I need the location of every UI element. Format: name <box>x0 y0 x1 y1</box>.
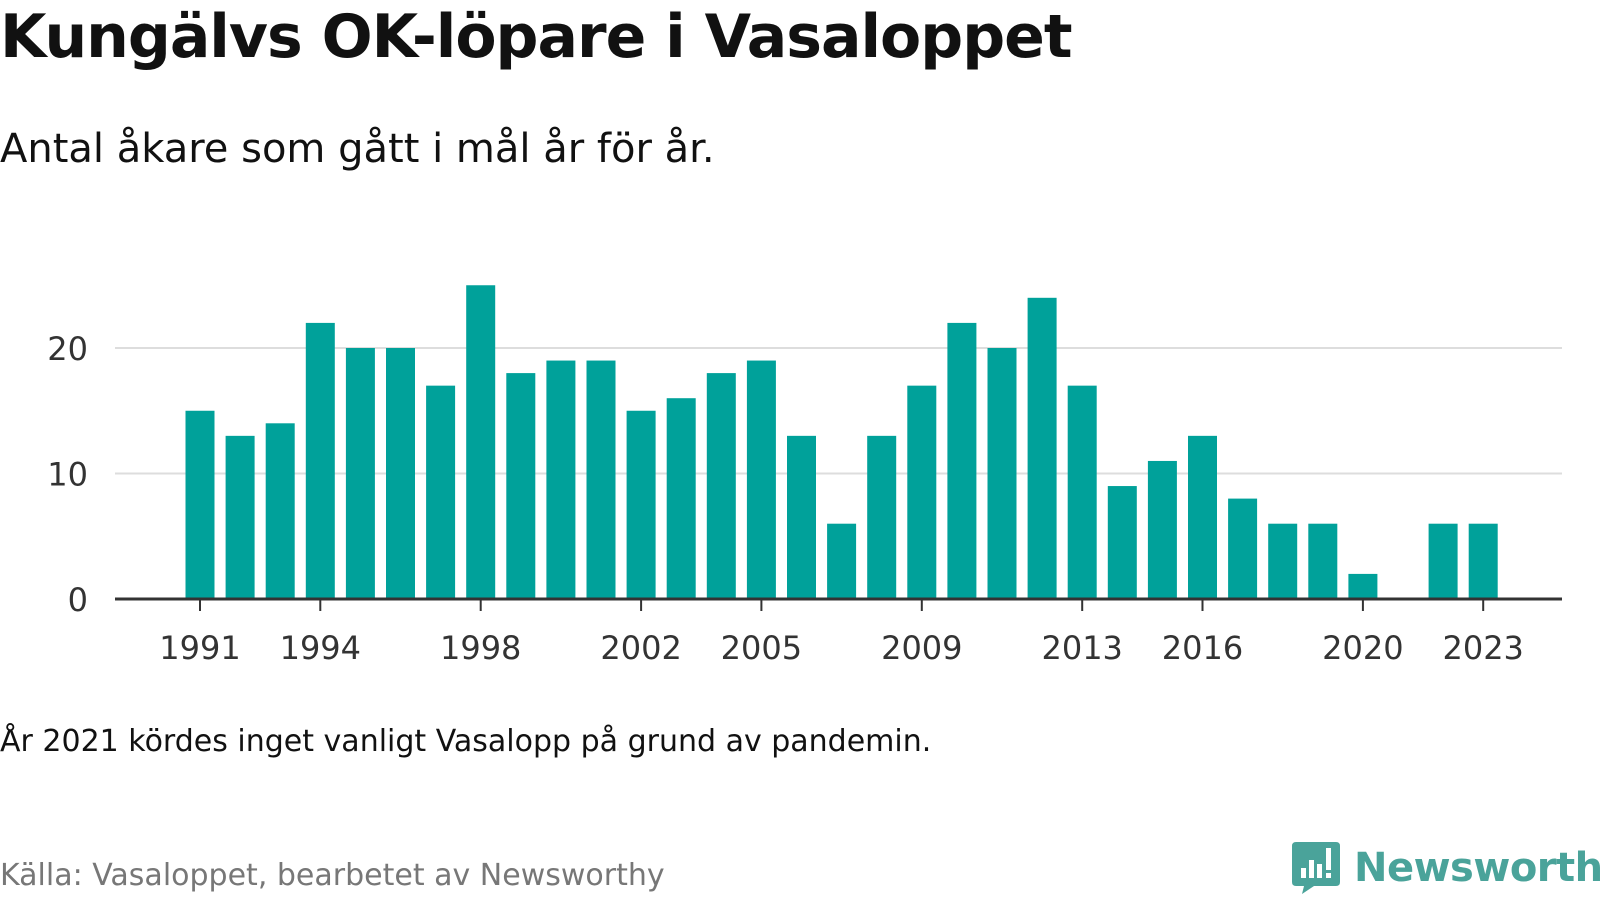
bar-2007 <box>827 523 857 599</box>
bar-2020 <box>1348 573 1378 599</box>
bar-1992 <box>225 435 255 599</box>
bar-1991 <box>185 410 215 599</box>
bar-2002 <box>626 410 656 599</box>
bar-2014 <box>1107 486 1137 599</box>
bar-1994 <box>305 322 335 599</box>
bar-chart-badge-icon <box>1292 842 1340 894</box>
chart-title: Kungälvs OK-löpare i Vasaloppet <box>0 2 1073 72</box>
bar-1999 <box>506 373 536 599</box>
bar-2012 <box>1027 297 1057 599</box>
newsworthy-logo: Newsworthy <box>1290 840 1600 896</box>
x-tick-label-2009: 2009 <box>881 629 962 667</box>
bar-2000 <box>546 360 576 599</box>
chart-subtitle: Antal åkare som gått i mål år för år. <box>0 126 715 172</box>
bar-2015 <box>1147 460 1177 599</box>
bar-2023 <box>1468 523 1498 599</box>
x-tick-label-2020: 2020 <box>1322 629 1403 667</box>
chart-note: År 2021 kördes inget vanligt Vasalopp på… <box>0 724 932 759</box>
bar-2016 <box>1188 435 1217 599</box>
x-tick-label-1991: 1991 <box>159 629 240 667</box>
bar-2005 <box>746 360 776 599</box>
bar-2003 <box>666 398 696 599</box>
bar-2009 <box>907 385 937 599</box>
y-tick-label: 20 <box>47 330 88 368</box>
x-tick-label-1994: 1994 <box>280 629 361 667</box>
bar-2018 <box>1268 523 1298 599</box>
bar-2001 <box>586 360 616 599</box>
x-tick-label-2005: 2005 <box>721 629 802 667</box>
y-tick-label: 0 <box>68 581 88 619</box>
bar-2006 <box>787 435 816 599</box>
bar-1996 <box>386 348 415 599</box>
bar-2011 <box>987 348 1017 599</box>
bar-1997 <box>426 385 456 599</box>
bar-2008 <box>867 435 897 599</box>
x-tick-label-2023: 2023 <box>1442 629 1523 667</box>
bar-2019 <box>1308 523 1338 599</box>
x-tick-label-2002: 2002 <box>600 629 681 667</box>
x-tick-label-1998: 1998 <box>440 629 521 667</box>
x-tick-label-2016: 2016 <box>1162 629 1243 667</box>
bar-2022 <box>1428 523 1458 599</box>
bar-1995 <box>345 348 375 599</box>
bar-2013 <box>1067 385 1097 599</box>
bar-1993 <box>265 423 295 599</box>
x-tick-label-2013: 2013 <box>1041 629 1122 667</box>
y-tick-label: 10 <box>47 456 88 494</box>
source-line: Källa: Vasaloppet, bearbetet av Newswort… <box>0 858 665 893</box>
bar-2004 <box>706 373 736 599</box>
bar-2010 <box>947 322 977 599</box>
bar-2017 <box>1228 498 1258 599</box>
bar-1998 <box>466 285 496 599</box>
logo-text: Newsworthy <box>1354 845 1600 891</box>
